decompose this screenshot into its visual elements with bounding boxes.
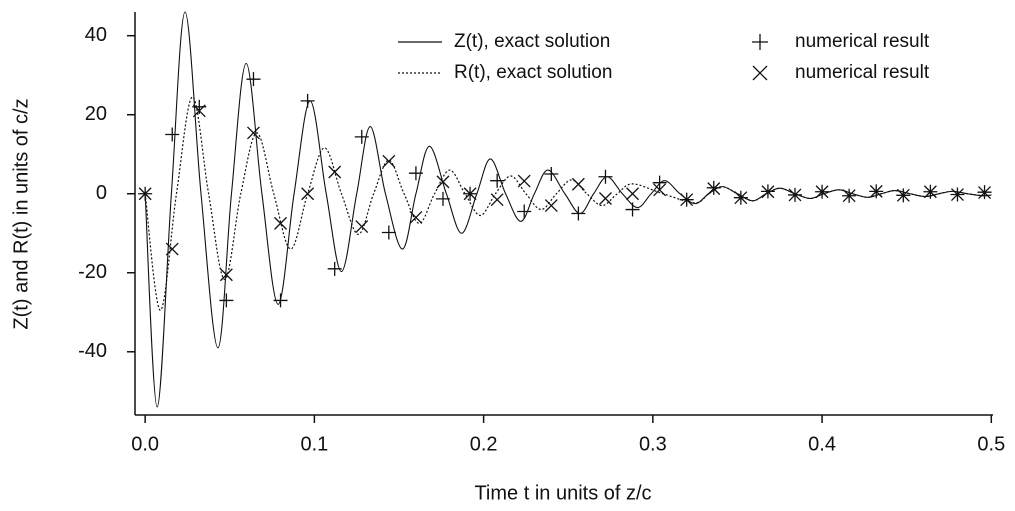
legend-marker xyxy=(752,65,768,81)
marker-plus xyxy=(571,206,586,221)
marker-cross xyxy=(355,220,369,233)
marker-cross xyxy=(923,185,937,199)
marker-cross xyxy=(680,193,694,207)
legend-label: numerical result xyxy=(795,62,930,83)
marker-plus xyxy=(598,169,613,184)
y-tick-label: 0 xyxy=(96,182,107,204)
x-tick-label: 0.3 xyxy=(639,433,667,455)
marker-cross xyxy=(626,187,639,201)
marker-cross xyxy=(138,187,152,201)
marker-cross xyxy=(842,189,856,203)
marker-cross xyxy=(165,242,179,256)
x-tick-label: 0.0 xyxy=(131,433,159,455)
marker-cross xyxy=(219,268,233,282)
marker-cross xyxy=(734,191,748,205)
x-tick-label: 0.2 xyxy=(470,433,498,455)
legend-label: numerical result xyxy=(795,31,930,52)
x-tick-label: 0.4 xyxy=(808,433,836,455)
legend-label: R(t), exact solution xyxy=(454,62,612,83)
marker-cross xyxy=(951,188,964,201)
marker-cross xyxy=(869,184,883,198)
marker-cross xyxy=(978,186,991,200)
y-axis-title: Z(t) and R(t) in units of c/z xyxy=(10,98,32,329)
y-tick-label: 20 xyxy=(85,103,107,125)
marker-cross xyxy=(274,216,287,230)
marker-cross xyxy=(815,185,829,199)
marker-cross xyxy=(490,193,504,207)
marker-cross xyxy=(544,199,558,213)
marker-cross xyxy=(192,104,206,118)
marker-cross xyxy=(409,210,423,224)
x-axis-title: Time t in units of z/c xyxy=(474,482,651,504)
marker-plus xyxy=(544,166,559,181)
marker-cross xyxy=(788,188,802,202)
marker-plus xyxy=(436,191,450,206)
marker-plus xyxy=(517,204,532,219)
marker-plus xyxy=(165,127,180,142)
marker-plus xyxy=(246,72,261,87)
legend-marker xyxy=(752,34,768,50)
marker-cross xyxy=(599,192,612,205)
y-tick-label: -40 xyxy=(78,340,107,362)
y-tick-label: 40 xyxy=(85,24,107,46)
marker-plus xyxy=(490,173,505,188)
y-tick-label: -20 xyxy=(78,261,107,283)
marker-plus xyxy=(625,202,640,217)
marker-cross xyxy=(436,175,450,189)
marker-plus xyxy=(327,261,342,276)
marker-cross xyxy=(653,183,667,197)
marker-plus xyxy=(652,175,667,190)
marker-plus xyxy=(219,293,234,308)
marker-cross xyxy=(247,126,260,140)
marker-plus xyxy=(354,129,369,144)
marker-cross xyxy=(517,174,531,188)
marker-cross xyxy=(382,154,396,168)
line xyxy=(144,96,992,311)
marker-cross xyxy=(328,165,342,179)
marker-plus xyxy=(381,225,396,240)
marker-cross xyxy=(707,182,721,196)
marker-cross xyxy=(571,177,585,191)
x-tick-label: 0.1 xyxy=(300,433,328,455)
marker-cross xyxy=(761,185,775,199)
marker-cross xyxy=(463,187,477,201)
marker-plus xyxy=(408,166,423,181)
marker-cross xyxy=(301,187,315,201)
legend-label: Z(t), exact solution xyxy=(454,31,610,52)
marker-plus xyxy=(273,293,288,308)
x-tick-label: 0.5 xyxy=(977,433,1005,455)
marker-cross xyxy=(896,188,910,202)
marker-plus xyxy=(300,93,315,108)
